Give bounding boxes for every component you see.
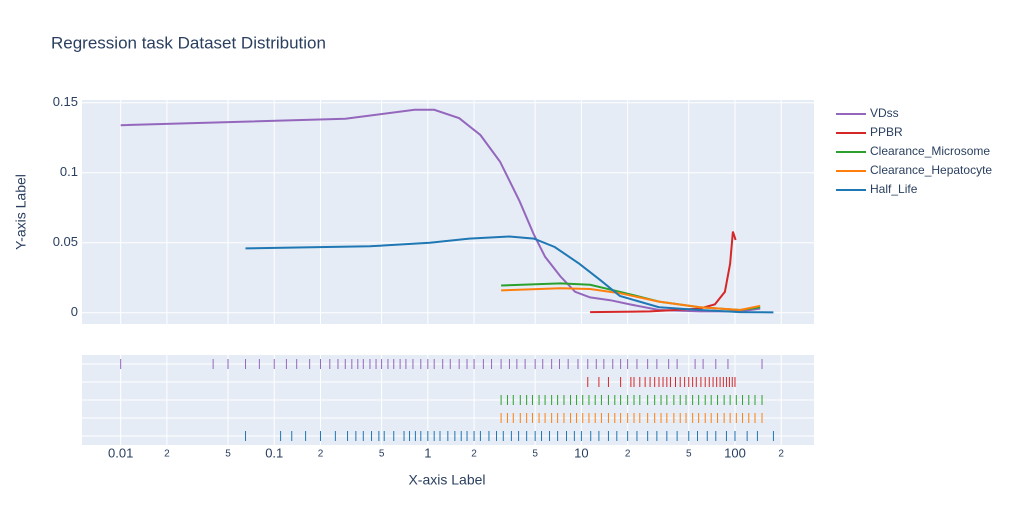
x-tick-label: 0.01 bbox=[108, 445, 133, 460]
x-tick-label: 100 bbox=[724, 445, 746, 460]
x-tick-label: 1 bbox=[424, 445, 431, 460]
y-tick-label: 0.05 bbox=[53, 234, 78, 249]
x-tick-label: 5 bbox=[379, 449, 385, 460]
x-tick-label: 2 bbox=[164, 449, 170, 460]
y-tick-label: 0.15 bbox=[53, 94, 78, 109]
legend-label: VDss bbox=[870, 106, 899, 120]
density-line bbox=[590, 231, 737, 314]
x-tick-label: 5 bbox=[532, 449, 538, 460]
legend-label: Clearance_Microsome bbox=[870, 144, 990, 158]
marks bbox=[120, 108, 774, 441]
x-tick-label: 5 bbox=[225, 449, 231, 460]
x-tick-label: 2 bbox=[625, 449, 631, 460]
x-tick-label: 2 bbox=[318, 449, 324, 460]
x-tick-label: 5 bbox=[686, 449, 692, 460]
chart-title: Regression task Dataset Distribution bbox=[51, 33, 326, 52]
x-tick-label: 10 bbox=[574, 445, 588, 460]
legend-label: PPBR bbox=[870, 125, 903, 139]
x-axis-label: X-axis Label bbox=[408, 472, 485, 488]
legend-label: Half_Life bbox=[870, 182, 918, 196]
legend-label: Clearance_Hepatocyte bbox=[870, 163, 992, 177]
legend: VDss PPBR Clearance_Microsome Clearance_Hep… bbox=[836, 106, 992, 196]
main-plot-area bbox=[82, 100, 814, 324]
density-line bbox=[501, 287, 761, 312]
y-tick-label: 0 bbox=[71, 304, 78, 319]
x-tick-label: 2 bbox=[471, 449, 477, 460]
density-line bbox=[245, 235, 774, 314]
x-tick-label: 2 bbox=[778, 449, 784, 460]
x-tick-label: 0.1 bbox=[265, 445, 283, 460]
y-axis-label: Y-axis Label bbox=[13, 174, 29, 250]
grid bbox=[82, 100, 814, 445]
y-tick-label: 0.1 bbox=[60, 164, 78, 179]
